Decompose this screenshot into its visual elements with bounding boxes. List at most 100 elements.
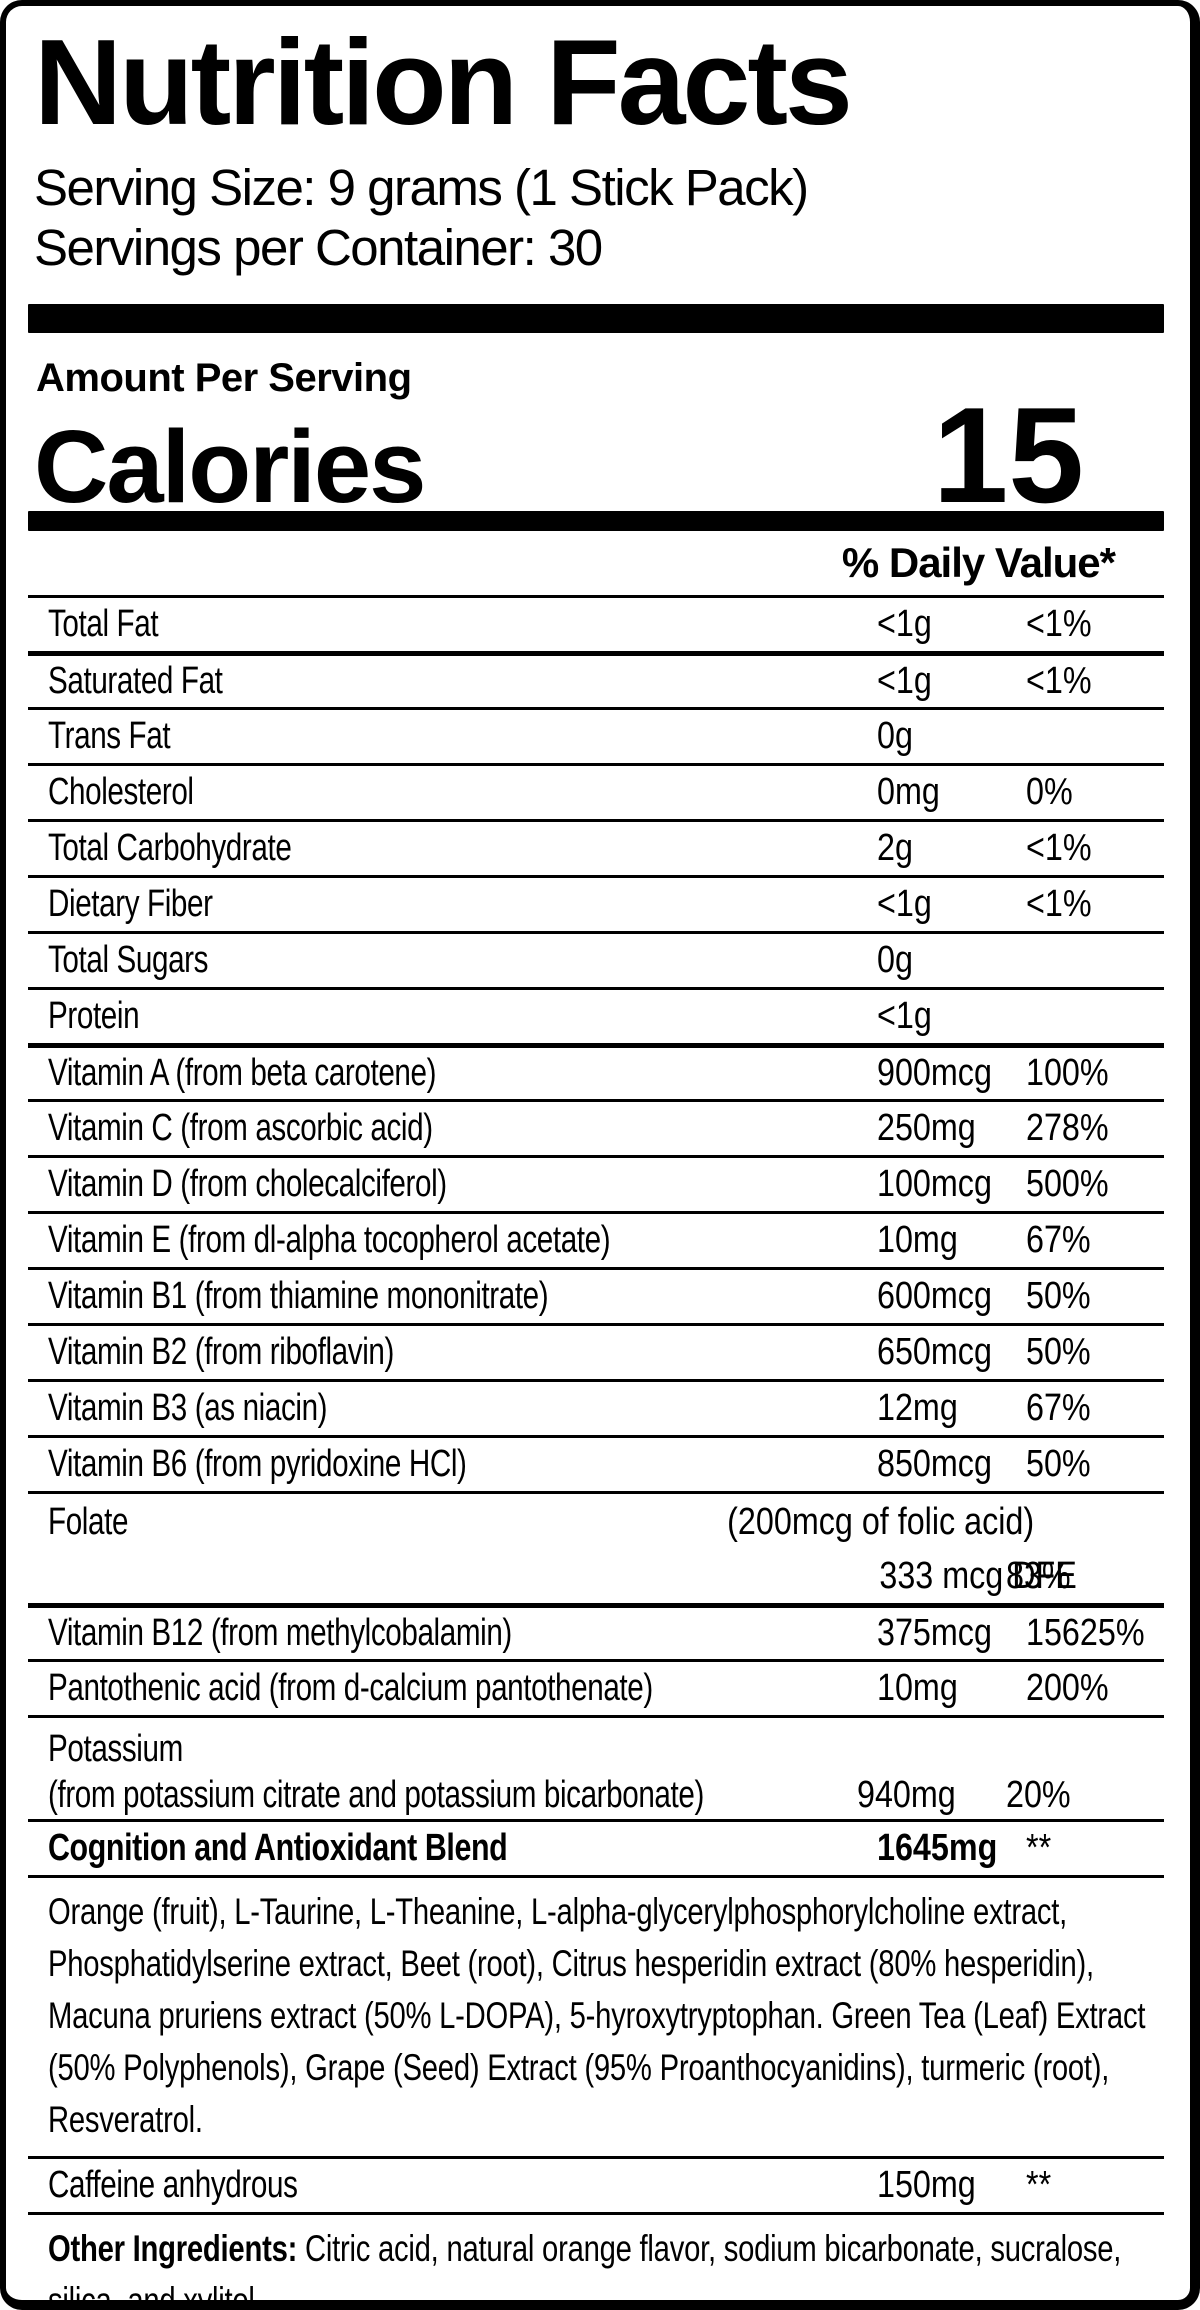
table-row: Total Sugars 0g [28,931,1164,987]
other-ingredients-prefix: Other Ingredients: [48,2228,298,2270]
row-label: Protein [48,995,140,1038]
row-label: Vitamin C (from ascorbic acid) [48,1107,433,1150]
row-label: Trans Fat [48,715,171,758]
row-daily-value: 278% [1026,1107,1109,1150]
row-amount: 10mg [877,1667,958,1710]
row-label: Saturated Fat [48,660,223,703]
row-label: Vitamin B3 (as niacin) [48,1387,328,1430]
row-daily-value: 15625% [1026,1612,1145,1655]
row-amount: 250mg [877,1107,976,1150]
calories-value: 15 [932,379,1084,532]
row-label: Dietary Fiber [48,883,213,926]
row-daily-value: ** [1026,1827,1052,1870]
table-row: Total Carbohydrate 2g <1% [28,819,1164,875]
row-amount: 940mg [857,1773,956,1816]
folate-line-2: 333 mcg DFE 83% [48,1550,1164,1603]
other-ingredients-list: Citric acid, natural orange flavor, sodi… [48,2228,1122,2310]
row-daily-value: 200% [1026,1667,1109,1710]
table-row: Folate (200mcg of folic acid) 333 mcg DFE 8… [28,1491,1164,1603]
row-amount: 333 mcg DFE [879,1554,1077,1597]
row-label: Vitamin B6 (from pyridoxine HCl) [48,1443,467,1486]
table-row: Vitamin E (from dl-alpha tocopherol acet… [28,1211,1164,1267]
table-row: Cholesterol 0mg 0% [28,763,1164,819]
table-row: Protein <1g [28,987,1164,1043]
table-row: Saturated Fat <1g <1% [28,651,1164,707]
other-ingredients-text: Other Ingredients: Citric acid, natural … [48,2223,1166,2310]
row-label: Cholesterol [48,771,194,814]
label-content: Nutrition Facts Serving Size: 9 grams (1… [6,14,1190,2310]
other-ingredients: Other Ingredients: Citric acid, natural … [28,2212,1166,2310]
table-row: Vitamin B3 (as niacin) 12mg 67% [28,1379,1164,1435]
row-label: Potassium [48,1728,183,1771]
row-amount: <1g [877,603,932,646]
row-amount: 100mcg [877,1163,992,1206]
row-daily-value: <1% [1026,660,1092,703]
row-daily-value: 50% [1026,1331,1091,1374]
table-row: Vitamin A (from beta carotene) 900mcg 100% [28,1043,1164,1099]
table-row: Vitamin B2 (from riboflavin) 650mcg 50% [28,1323,1164,1379]
row-sublabel: (from potassium citrate and potassium bi… [48,1773,704,1816]
table-row: Vitamin B6 (from pyridoxine HCl) 850mcg 50… [28,1435,1164,1491]
daily-value-header: % Daily Value* [841,539,1116,587]
row-daily-value: <1% [1026,883,1092,926]
row-label: Pantothenic acid (from d-calcium pantoth… [48,1667,653,1710]
table-row: Dietary Fiber <1g <1% [28,875,1164,931]
table-row: Vitamin B1 (from thiamine mononitrate) 60… [28,1267,1164,1323]
row-daily-value: 83% [1006,1554,1071,1597]
amount-per-serving-label: Amount Per Serving [36,356,412,401]
row-daily-value: 100% [1026,1052,1109,1095]
row-amount: 2g [877,827,913,870]
row-label: Vitamin A (from beta carotene) [48,1052,437,1095]
row-label: Vitamin B12 (from methylcobalamin) [48,1612,512,1655]
row-label: Total Sugars [48,939,209,982]
row-amount: 850mcg [877,1443,992,1486]
table-row: Vitamin B12 (from methylcobalamin) 375mcg… [28,1603,1164,1659]
row-amount: <1g [877,660,932,703]
serving-size: Serving Size: 9 grams (1 Stick Pack) [34,159,809,217]
separator-bar-mid [28,511,1164,532]
row-note: (200mcg of folic acid) [727,1500,1034,1543]
row-amount: 600mcg [877,1275,992,1318]
table-row: Cognition and Antioxidant Blend 1645mg ** [28,1819,1164,1875]
blend-ingredients-text: Orange (fruit), L-Taurine, L-Theanine, L… [48,1891,1146,2141]
row-daily-value: 50% [1026,1443,1091,1486]
row-daily-value: ** [1026,2164,1052,2207]
separator-bar-top [28,304,1164,334]
nutrition-table: Total Fat <1g <1% Saturated Fat <1g <1% Trans … [28,595,1166,2310]
page-title: Nutrition Facts [34,14,853,150]
blend-ingredients: Orange (fruit), L-Taurine, L-Theanine, L… [28,1875,1164,2156]
calories-row: Calories 15 [34,388,1084,524]
calories-label: Calories [34,409,426,525]
row-amount: <1g [877,995,932,1038]
table-row: Vitamin D (from cholecalciferol) 100mcg 50… [28,1155,1164,1211]
row-label: Caffeine anhydrous [48,2164,298,2207]
row-amount: 375mcg [877,1612,992,1655]
row-daily-value: <1% [1026,603,1092,646]
row-daily-value: 67% [1026,1219,1091,1262]
table-row: Total Fat <1g <1% [28,595,1164,651]
row-amount: 150mg [877,2164,976,2207]
table-row: Pantothenic acid (from d-calcium pantoth… [28,1659,1164,1715]
row-amount: 0mg [877,771,940,814]
row-amount: 10mg [877,1219,958,1262]
row-amount: 0g [877,939,913,982]
row-daily-value: 0% [1026,771,1073,814]
table-row: Vitamin C (from ascorbic acid) 250mg 278% [28,1099,1164,1155]
row-amount: 650mcg [877,1331,992,1374]
row-amount: 0g [877,715,913,758]
row-amount: 12mg [877,1387,958,1430]
table-row: Caffeine anhydrous 150mg ** [28,2156,1164,2212]
row-amount: 900mcg [877,1052,992,1095]
row-label: Cognition and Antioxidant Blend [48,1827,508,1870]
row-amount: <1g [877,883,932,926]
row-label: Folate [48,1500,129,1543]
table-row: Trans Fat 0g [28,707,1164,763]
row-label: Vitamin B1 (from thiamine mononitrate) [48,1275,549,1318]
row-daily-value: <1% [1026,827,1092,870]
row-label: Total Fat [48,603,159,646]
row-label: Vitamin E (from dl-alpha tocopherol acet… [48,1219,611,1262]
servings-per-container: Servings per Container: 30 [34,219,603,277]
row-label: Vitamin B2 (from riboflavin) [48,1331,394,1374]
row-daily-value: 50% [1026,1275,1091,1318]
